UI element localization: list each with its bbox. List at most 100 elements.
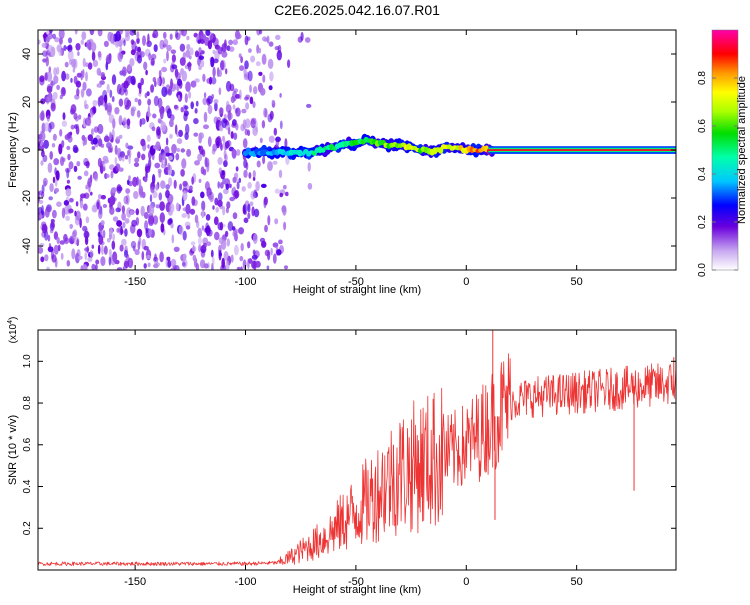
noise-blob <box>102 89 108 101</box>
noise-blob <box>219 182 224 189</box>
noise-blob <box>190 241 196 246</box>
noise-blob <box>146 134 151 142</box>
noise-blob <box>232 212 238 220</box>
noise-blob <box>207 104 213 115</box>
noise-blob <box>267 161 273 172</box>
noise-blob <box>222 205 226 216</box>
noise-blob <box>75 80 82 88</box>
noise-blob <box>224 120 230 126</box>
noise-blob <box>234 244 239 256</box>
noise-blob <box>130 107 135 117</box>
noise-blob <box>123 260 130 269</box>
noise-blob <box>167 162 171 171</box>
noise-blob <box>239 65 245 71</box>
noise-blob <box>169 119 174 128</box>
noise-blob <box>227 112 233 121</box>
noise-blob <box>69 131 73 136</box>
noise-blob <box>85 160 90 169</box>
noise-blob <box>134 249 140 256</box>
noise-blob <box>137 98 142 106</box>
noise-blob <box>107 145 114 152</box>
noise-blob <box>274 188 280 194</box>
noise-blob <box>181 70 188 82</box>
noise-blob <box>65 46 72 50</box>
noise-blob <box>229 196 235 202</box>
noise-blob <box>213 216 219 226</box>
noise-blob <box>87 62 93 70</box>
snr-y-tick-label: 0.4 <box>22 479 33 493</box>
snr-x-tick-label: 0 <box>463 576 469 588</box>
noise-blob <box>208 195 213 200</box>
snr-x-ticks: -150 -100 -50 0 50 <box>124 330 583 588</box>
noise-blob <box>145 69 148 76</box>
noise-blob <box>235 107 241 117</box>
noise-blob <box>150 84 155 93</box>
noise-blob <box>198 55 205 60</box>
noise-blob <box>144 92 148 99</box>
noise-blob <box>268 135 275 143</box>
noise-blob <box>62 112 66 120</box>
noise-blob <box>267 215 271 226</box>
noise-blob <box>230 95 236 104</box>
noise-blob <box>158 192 163 201</box>
noise-blob <box>122 221 126 229</box>
noise-blob <box>98 223 103 234</box>
noise-blob <box>244 118 251 129</box>
noise-blob <box>97 138 103 147</box>
noise-blob <box>100 72 106 78</box>
noise-blob <box>114 156 118 165</box>
noise-blob <box>201 200 206 212</box>
noise-blob <box>243 217 249 223</box>
noise-blob <box>40 256 45 263</box>
noise-blob <box>61 70 66 82</box>
noise-blob <box>125 30 129 38</box>
noise-blob <box>42 58 47 63</box>
snr-exponent-prefix: (x10 <box>8 323 19 343</box>
noise-blob <box>147 262 151 268</box>
noise-blob <box>151 126 156 132</box>
noise-blob <box>46 36 50 43</box>
noise-blob <box>136 37 140 44</box>
noise-blob <box>252 170 256 178</box>
noise-blob <box>276 50 282 61</box>
noise-blob <box>255 260 261 268</box>
snr-y-label: SNR (10 * v/v) <box>7 415 19 485</box>
noise-blob <box>202 242 207 248</box>
noise-blob <box>238 53 242 58</box>
noise-blob <box>119 244 124 252</box>
noise-blob <box>250 117 257 125</box>
noise-blob <box>154 162 161 169</box>
noise-blob <box>71 58 77 68</box>
noise-blob <box>50 248 54 260</box>
noise-blob <box>161 66 168 73</box>
noise-blob <box>111 128 115 140</box>
noise-blob <box>74 215 80 226</box>
noise-blob <box>152 33 156 38</box>
noise-blob <box>54 37 60 43</box>
noise-blob <box>89 250 94 258</box>
noise-blob <box>49 183 54 193</box>
noise-blob <box>96 201 100 210</box>
noise-blob <box>185 225 191 230</box>
noise-blob <box>307 162 311 172</box>
snr-x-tick-label: -150 <box>124 576 146 588</box>
noise-blob <box>230 131 234 139</box>
noise-blob <box>76 88 80 97</box>
noise-blob <box>91 128 94 136</box>
noise-blob <box>285 191 289 197</box>
noise-blob <box>82 203 88 211</box>
noise-blob <box>272 253 277 264</box>
noise-blob <box>200 191 205 199</box>
noise-blob <box>92 137 98 145</box>
colorbar-tick-label: 0.0 <box>697 263 708 277</box>
noise-blob <box>40 98 46 105</box>
noise-blob <box>91 51 96 62</box>
noise-blob <box>185 49 191 58</box>
noise-blob <box>249 84 252 93</box>
noise-blob <box>38 246 44 254</box>
noise-blob <box>97 157 102 168</box>
noise-blob <box>171 143 177 154</box>
noise-blob <box>39 131 46 142</box>
noise-blob <box>173 246 180 252</box>
